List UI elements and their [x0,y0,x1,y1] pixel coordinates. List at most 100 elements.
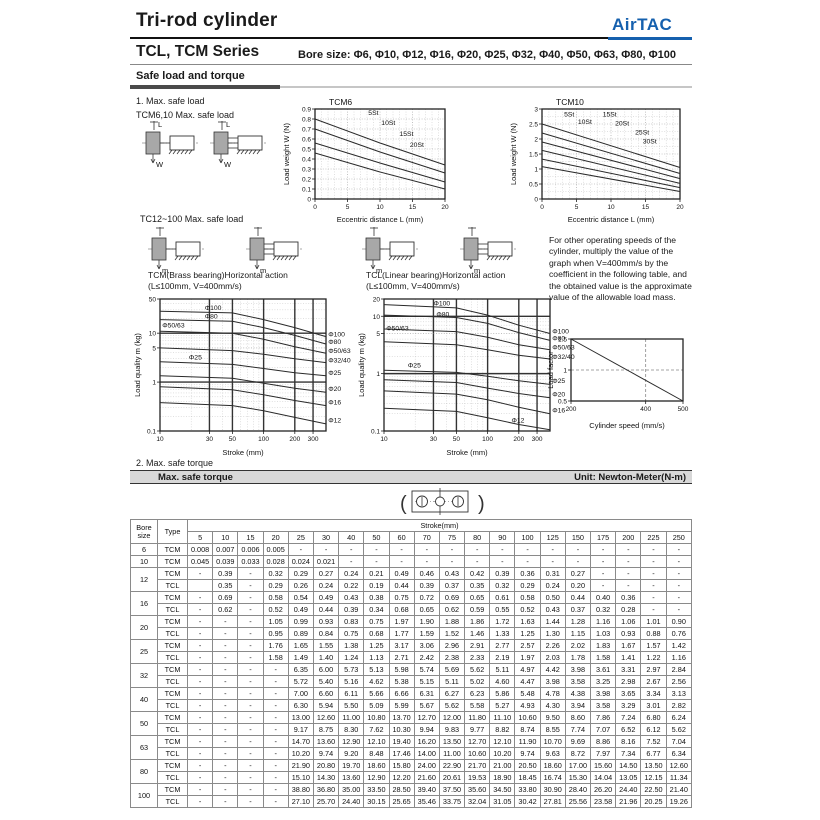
value-cell: - [262,747,289,760]
value-cell: - [665,591,693,604]
value-cell: 7.74 [564,723,592,736]
value-cell: - [262,687,289,700]
value-cell: 15.30 [564,771,592,784]
value-cell: 28.40 [564,783,592,796]
value-cell: 1.58 [589,651,617,664]
value-cell: - [186,687,214,700]
value-cell: 19.53 [464,771,491,784]
series-label: 10St [578,119,592,126]
bore-size-list: Bore size: Φ6, Φ10, Φ12, Φ16, Φ20, Φ25, … [298,49,677,61]
value-cell: 0.75 [388,591,415,604]
type-cell: TCM [157,555,188,568]
value-cell: 6.23 [464,687,491,700]
value-cell: - [363,543,390,556]
value-cell [186,579,214,592]
x-tick-label: 30 [430,436,438,443]
item1-label: 1. Max. safe load [136,96,205,106]
value-cell: 0.21 [363,567,390,580]
value-cell: 2.02 [564,639,592,652]
value-cell: - [388,555,415,568]
bore-cell: 100 [130,783,158,808]
value-cell: 0.34 [363,603,390,616]
type-cell: TCM [157,639,188,652]
value-cell: 0.39 [338,603,365,616]
value-cell: 0.007 [212,543,239,556]
tcm610-label: TCM6,10 Max. safe load [136,110,235,120]
value-cell: 13.60 [338,771,365,784]
load-label: m [474,266,480,275]
value-cell: - [564,543,592,556]
stroke-header: Stroke(mm) [187,519,692,532]
value-cell: - [338,555,365,568]
table-row: 80 TCM - - - -21.90 20.80 19.70 18.60 15.80 24.00 2… [130,759,693,784]
table-row: TCL - - - -6.30 5.94 5.50 5.09 5.99 5.67 5.62 5.58 5… [131,699,693,712]
series-label: Φ25 [408,362,421,369]
y-tick-label: 0.8 [302,117,311,124]
load-label: m [376,266,382,275]
stroke-col-header: 25 [287,531,314,544]
y-tick-label: 20 [373,297,381,304]
value-cell: 0.68 [388,603,415,616]
type-cell: TCM [157,687,188,700]
value-cell: 0.44 [564,591,592,604]
value-cell: 1.42 [665,639,693,652]
value-cell: - [262,783,289,796]
value-cell: 21.60 [413,771,440,784]
value-cell: 39.40 [413,783,440,796]
x-tick-label: 30 [206,436,214,443]
series-Φ12 [383,407,551,431]
value-cell: 7.52 [640,735,667,748]
value-cell: 9.69 [564,735,592,748]
value-cell: 2.03 [539,651,566,664]
value-cell: 0.028 [262,555,289,568]
rod-circle [435,496,445,507]
value-cell: - [237,747,264,760]
value-cell: 0.52 [262,603,289,616]
value-cell: 1.58 [262,651,289,664]
value-cell: 22.50 [640,783,667,796]
value-cell: - [237,663,264,676]
value-cell: 2.33 [464,651,491,664]
value-cell: 7.97 [589,747,617,760]
value-cell: 0.24 [312,579,340,592]
value-cell: 5.11 [438,675,466,688]
value-cell: 0.43 [338,591,365,604]
x-tick-label: 100 [258,436,269,443]
value-cell: 10.60 [464,747,491,760]
value-cell: - [237,603,264,616]
value-cell: 12.60 [665,759,693,772]
x-tick-label: 200 [566,406,577,413]
cylinder-diagram: m [460,227,516,275]
value-cell: 11.34 [665,771,693,784]
value-cell: 5.27 [489,699,516,712]
value-cell: 6.11 [338,687,365,700]
value-cell: 10.80 [363,711,390,724]
value-cell: 6.66 [388,687,415,700]
value-cell: 0.24 [539,579,566,592]
value-cell: 25.56 [564,795,592,808]
value-cell: 5.66 [363,687,390,700]
value-cell: 0.36 [615,591,642,604]
series-Φ80 [383,314,551,341]
value-cell: 35.46 [413,795,440,808]
chart-tcm-stroke: 10 30 50 100 200 3000.1151050Φ100Φ80Φ50/63Φ25… [133,297,351,458]
series-label: 25St [635,130,649,137]
stroke-col-header: 100 [514,531,541,544]
value-cell: 11.00 [438,747,466,760]
value-cell: 6.34 [665,747,693,760]
stroke-col-header: 70 [413,531,440,544]
stroke-col-header: 60 [388,531,415,544]
value-cell: - [640,603,667,616]
table-row: 12 TCM -0.39-0.32 0.29 0.27 0.24 0.21 0.49 0.46 0… [130,567,693,592]
stroke-col-header: 175 [589,531,617,544]
value-cell: 3.58 [564,675,592,688]
torque-unit-label: Unit: Newton-Meter(N-m) [574,471,686,483]
value-cell: - [363,555,390,568]
bore-cell: 6 [130,543,158,556]
series-label: Φ80 [328,339,341,346]
x-tick-label: 200 [513,436,524,443]
value-cell: - [186,711,214,724]
value-cell: - [237,795,264,808]
value-cell: 14.04 [589,771,617,784]
value-cell: - [589,543,617,556]
